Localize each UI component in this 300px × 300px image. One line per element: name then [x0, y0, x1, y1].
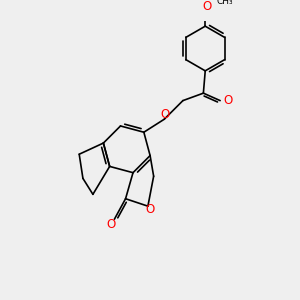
Text: O: O	[202, 0, 212, 13]
Text: O: O	[145, 203, 154, 216]
Text: O: O	[160, 108, 170, 121]
Text: O: O	[223, 94, 232, 107]
Text: CH₃: CH₃	[216, 0, 233, 6]
Text: O: O	[106, 218, 115, 231]
